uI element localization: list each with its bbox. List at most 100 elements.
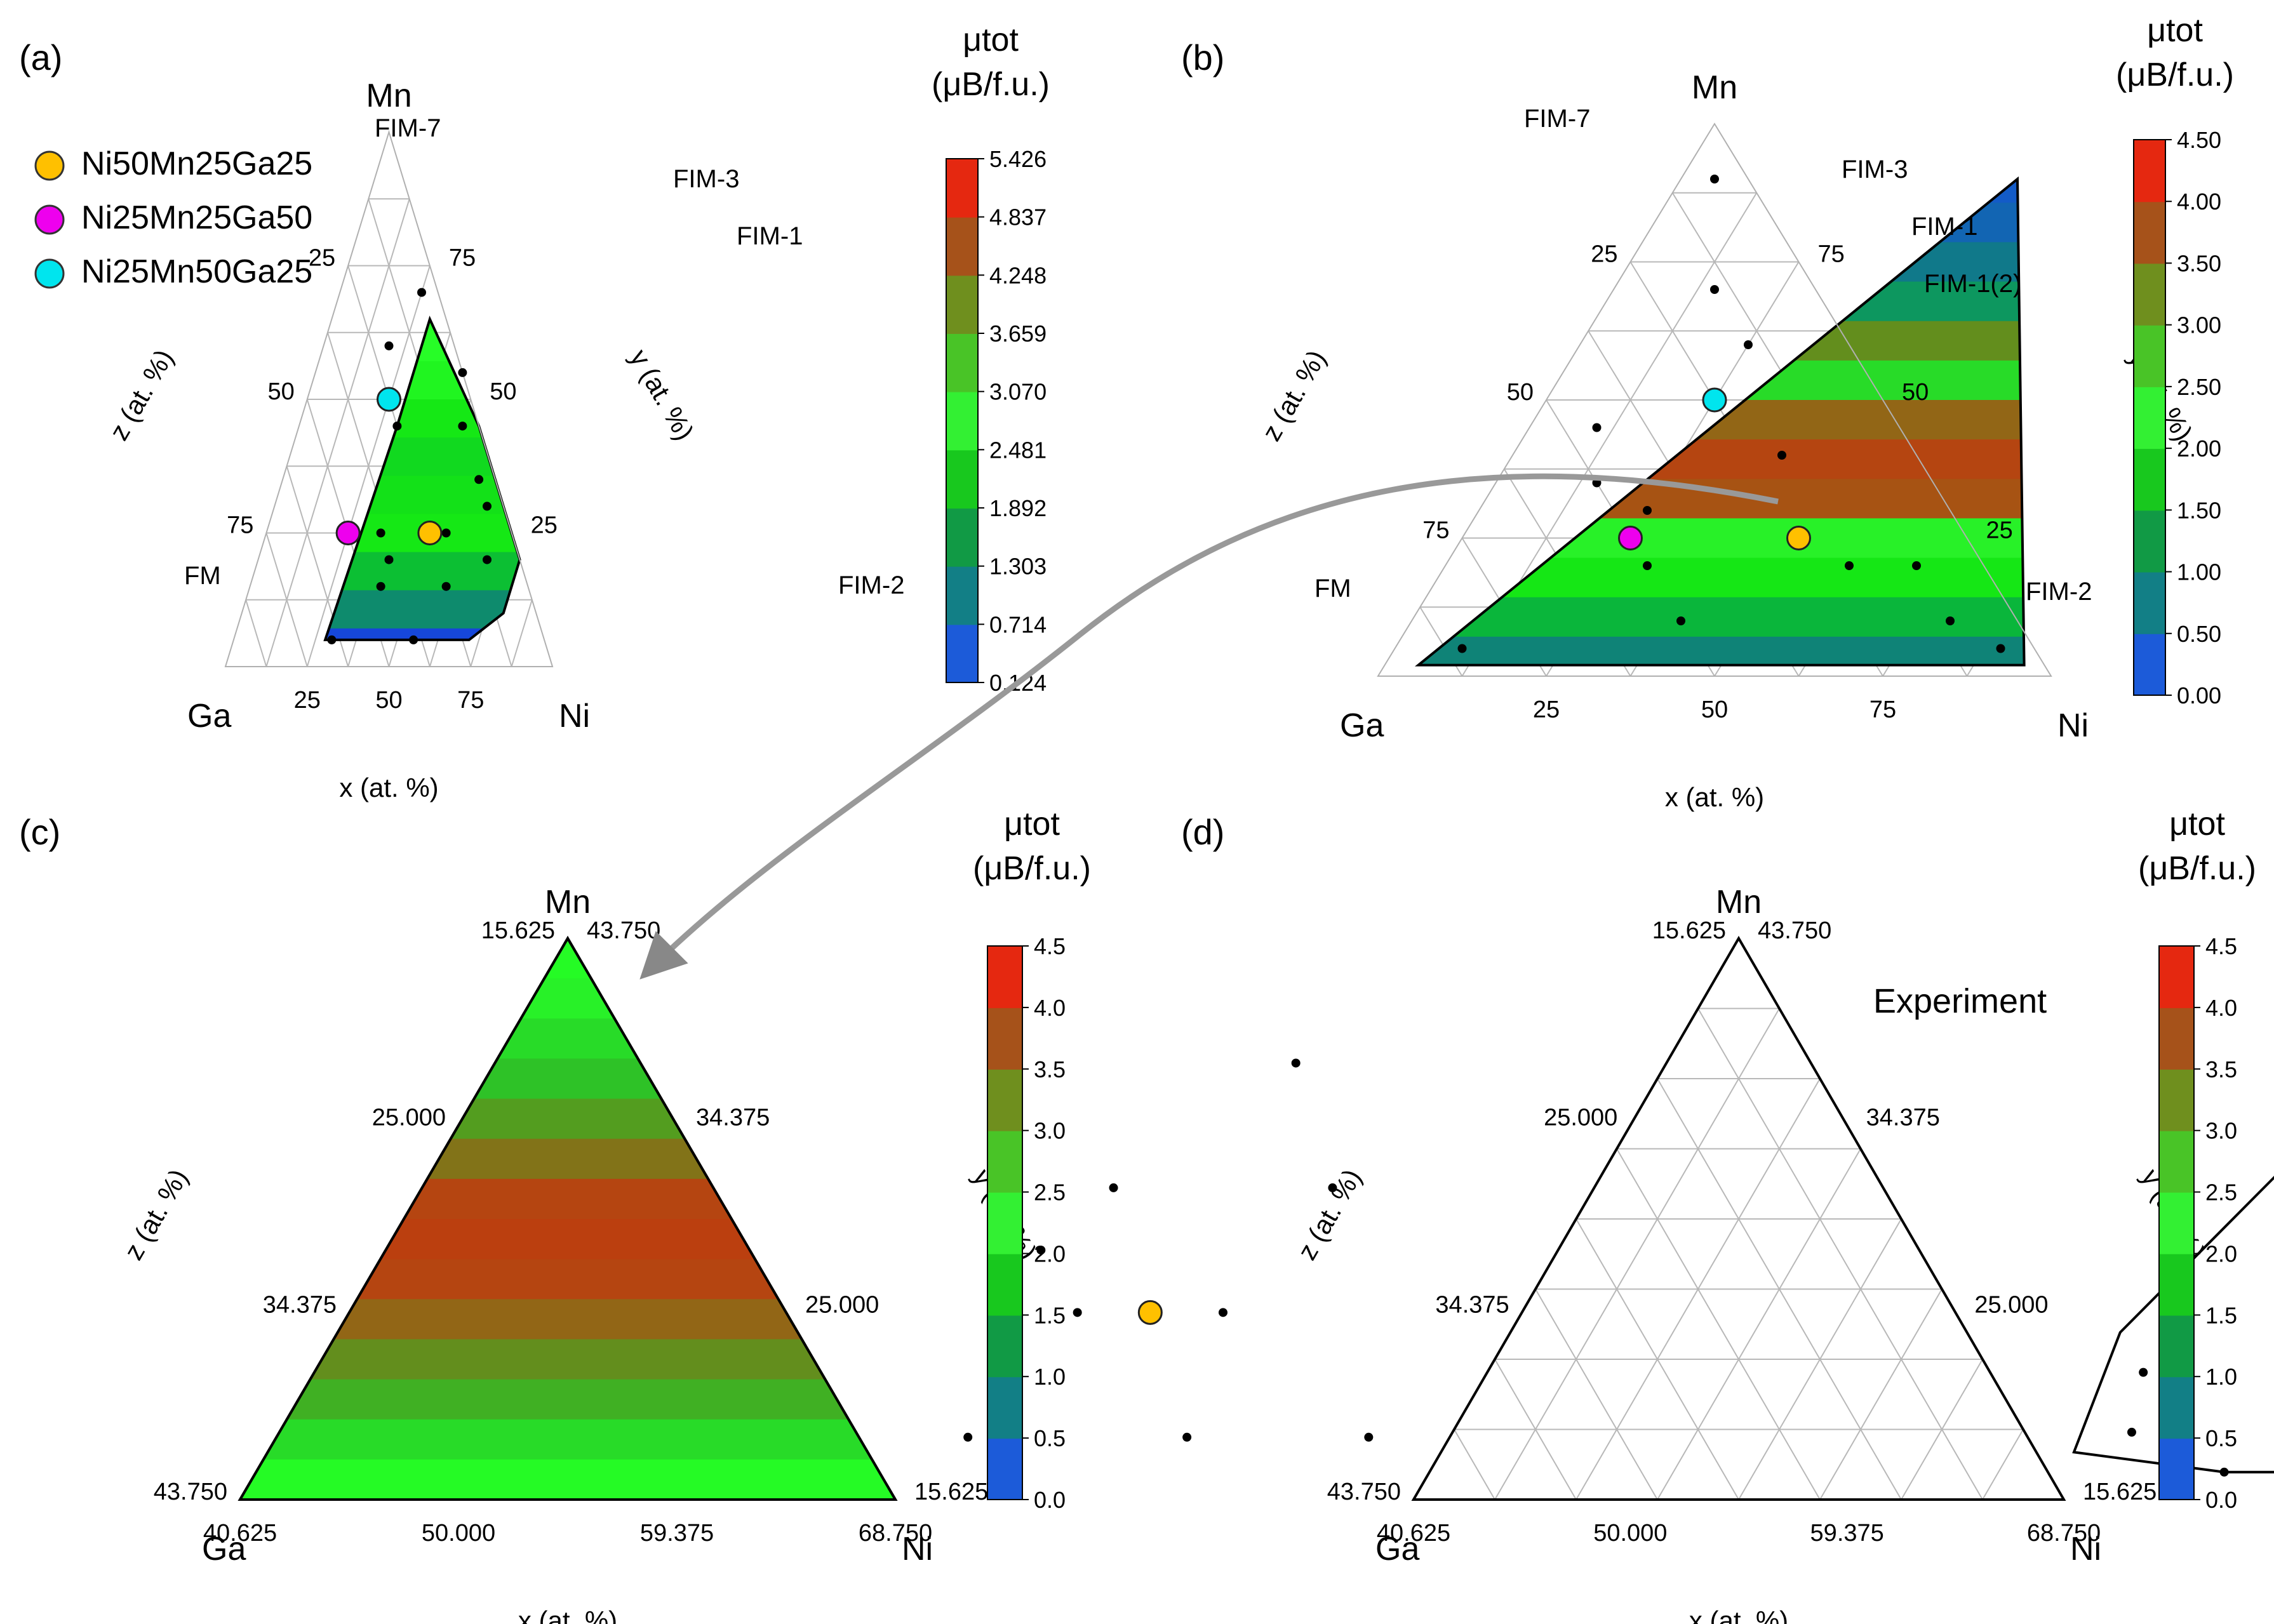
tick-label-z: 75 [227, 512, 253, 539]
colorbar-tick-label: 4.00 [2177, 189, 2221, 215]
contour-band [1418, 439, 2024, 481]
data-point [384, 341, 394, 350]
grid-line [1535, 1288, 1658, 1500]
data-point [1457, 644, 1467, 653]
tick-label-x: 40.625 [1377, 1520, 1450, 1547]
colorbar-band [2134, 386, 2165, 449]
contour-band [1372, 124, 2057, 164]
corner-label: Mn [366, 77, 411, 114]
contour-band [1418, 321, 2024, 362]
data-point [376, 528, 385, 538]
tick-label-x: 68.750 [2027, 1520, 2101, 1547]
panel-0: (a) Mn Ga Ni 25 50 75 25 50 75 25 50 75 x (at. %) y (a… [19, 22, 1050, 802]
colorbar-band [987, 1438, 1022, 1500]
panel-label: (c) [19, 812, 60, 852]
composition-marker [377, 387, 401, 412]
grid-line [245, 599, 267, 667]
tick-label-y: 43.750 [1758, 917, 1831, 944]
colorbar-band [2159, 1192, 2194, 1255]
tick-label-z: 34.375 [263, 1291, 337, 1318]
grid-line [1819, 1288, 1943, 1500]
colorbar-band [987, 1192, 1022, 1255]
colorbar-tick-label: 1.5 [1034, 1302, 1066, 1328]
colorbar-band [946, 566, 978, 625]
region-label: FIM-1 [1911, 213, 1977, 241]
contour-band [1407, 1099, 2070, 1140]
tick-label-y: 50 [1902, 379, 1929, 406]
data-point [1710, 285, 1719, 294]
contour-fill [240, 938, 895, 1500]
grid-line [1494, 1359, 1577, 1500]
corner-label: Mn [545, 884, 591, 921]
ternary-frame [1411, 936, 2066, 1501]
data-point [1744, 340, 1753, 349]
colorbar-tick-label: 3.070 [989, 379, 1047, 405]
contour-band [1407, 1018, 2070, 1060]
data-point [1182, 1432, 1192, 1442]
axis-label-z: z (at. %) [118, 1164, 194, 1265]
legend-label: Ni50Mn25Ga25 [81, 145, 312, 182]
region-label: FM [184, 562, 221, 590]
grid-line [1738, 1218, 1902, 1500]
colorbar-band [987, 946, 1022, 1008]
contour-band [240, 938, 895, 980]
colorbar-tick-label: 3.50 [2177, 250, 2221, 276]
tick-label-y: 75 [449, 245, 476, 272]
tick-label-x: 25 [1533, 696, 1560, 723]
data-point [2219, 1467, 2229, 1477]
colorbar-tick-label: 1.892 [989, 495, 1047, 521]
data-point [1219, 1308, 1227, 1317]
grid-line [265, 198, 410, 667]
axis-label-x: x (at. %) [1665, 782, 1764, 812]
tick-label-y: 25 [1986, 517, 2013, 544]
colorbar-band [987, 1376, 1022, 1439]
colorbar-tick-label: 2.00 [2177, 436, 2221, 462]
colorbar-tick-label: 1.303 [989, 554, 1047, 580]
region-label: FIM-2 [2026, 578, 2092, 606]
colorbar-tick-label: 2.0 [1034, 1241, 1066, 1267]
composition-marker [335, 521, 361, 545]
colorbar-band [2134, 633, 2165, 696]
region-label: FIM-2 [838, 571, 904, 599]
contour-band [240, 1459, 895, 1500]
data-point [474, 475, 484, 484]
colorbar-band [2159, 1007, 2194, 1070]
colorbar-band [2134, 263, 2165, 326]
colorbar-title: μtot [1004, 806, 1060, 842]
colorbar-band [2159, 1130, 2194, 1193]
colorbar-band [946, 624, 978, 683]
colorbar-title: μtot [963, 22, 1019, 58]
tick-label-z: 43.750 [154, 1479, 227, 1505]
data-point [1676, 616, 1685, 625]
panels-layer: (a) Mn Ga Ni 25 50 75 25 50 75 25 50 75 x (at. %) y (a… [19, 12, 2274, 1624]
tick-label-x: 75 [1869, 696, 1896, 723]
composition-marker [1786, 526, 1811, 550]
ternary-frame [224, 130, 554, 667]
tick-label-y: 15.625 [914, 1479, 988, 1505]
panel-label: (d) [1181, 812, 1224, 852]
colorbar-tick-label: 4.5 [2205, 933, 2237, 959]
tick-label-z: 75 [1422, 517, 1449, 544]
region-outline [323, 316, 521, 641]
corner-label: Ga [1340, 707, 1384, 744]
ternary-frame [1377, 123, 2052, 677]
contour-band [1407, 1219, 2070, 1260]
data-point [1328, 1183, 1337, 1192]
colorbar-tick-label: 3.659 [989, 321, 1047, 347]
colorbar-title: μtot [2147, 12, 2203, 49]
contour-band [1407, 1139, 2070, 1180]
colorbar-tick-label: 3.5 [2205, 1056, 2237, 1082]
contour-band [1407, 1420, 2070, 1461]
tick-label-x: 50.000 [422, 1520, 495, 1547]
colorbar-band [2134, 324, 2165, 387]
colorbar-band [946, 391, 978, 451]
corner-label: Ga [202, 1531, 246, 1567]
colorbar-band [2134, 510, 2165, 573]
composition-marker [1702, 387, 1727, 413]
colorbar-unit: (μB/f.u.) [2116, 57, 2234, 93]
data-point [417, 288, 426, 297]
colorbar-tick-label: 5.426 [989, 146, 1047, 172]
contour-band [240, 1018, 895, 1060]
tick-label-x: 50 [1701, 696, 1728, 723]
